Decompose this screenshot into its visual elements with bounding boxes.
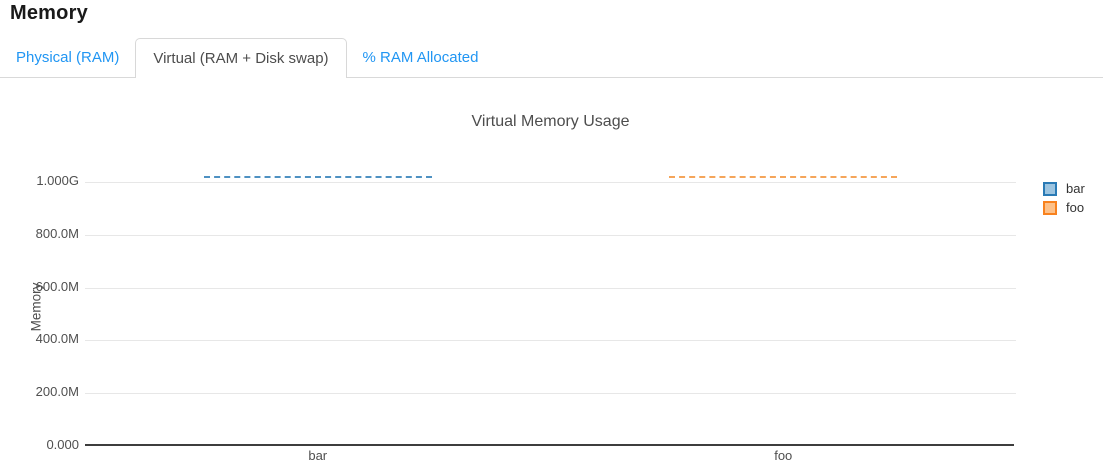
gridline [85,393,1016,395]
legend-label: bar [1066,181,1085,196]
tab-virtual-ram-disk-swap[interactable]: Virtual (RAM + Disk swap) [135,38,347,78]
plot-area [85,160,1016,446]
tab-physical-ram[interactable]: Physical (RAM) [16,49,120,66]
x-tick-label: foo [774,448,793,463]
legend-label: foo [1066,200,1085,215]
y-tick-label: 400.0M [35,331,79,347]
y-tick-label: 600.0M [35,278,79,294]
legend: bar foo [1043,182,1085,220]
legend-item-bar[interactable]: bar [1043,182,1085,196]
y-tick-label: 1.000G [36,173,79,188]
y-tick-label: 200.0M [35,384,79,400]
tab-percent-ram-allocated[interactable]: % RAM Allocated [362,49,479,66]
tabbar-underline [0,77,1103,78]
gridline [85,234,1016,236]
page-title: Memory [10,2,88,24]
x-tick-label: bar [308,448,328,463]
y-tick-label: 0.000 [46,437,79,452]
gridline [85,340,1016,342]
series-bar-line [203,175,432,178]
tabbar: Physical (RAM) Virtual (RAM + Disk swap)… [0,38,1103,78]
legend-swatch-icon [1043,201,1057,215]
chart-title: Virtual Memory Usage [471,113,630,130]
legend-swatch-icon [1043,182,1057,196]
gridline [85,287,1016,289]
y-tick-label: 800.0M [35,225,79,241]
series-foo-line [669,175,898,178]
gridline [85,182,1016,183]
x-axis-line [85,444,1014,446]
legend-item-foo[interactable]: foo [1043,201,1085,215]
